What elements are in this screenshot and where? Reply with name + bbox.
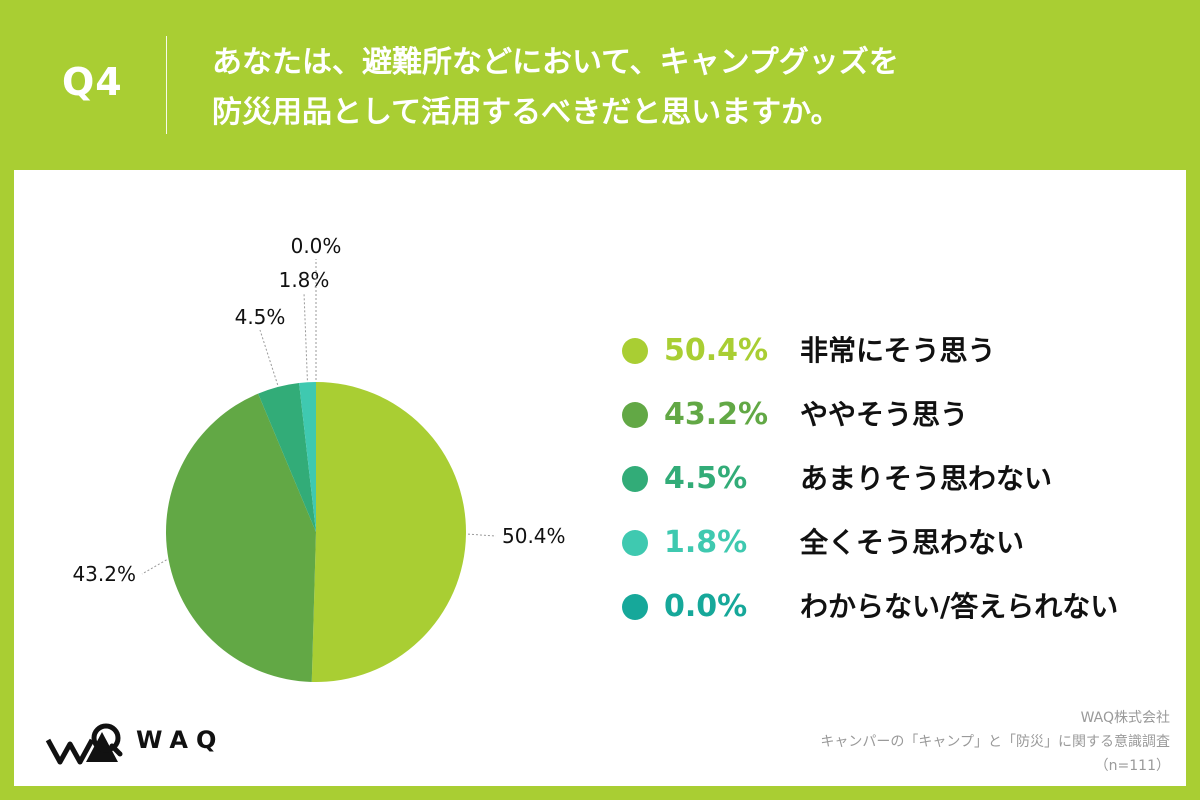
legend-item-somewhat: 43.2% ややそう思う (622, 396, 1182, 460)
legend-swatch-dont-know (622, 594, 648, 620)
waq-logo-mark-icon (45, 723, 123, 765)
data-label-not-at-all: 1.8% (279, 268, 330, 292)
data-label-somewhat: 43.2% (72, 562, 136, 586)
pie-chart: 50.4% 43.2% 4.5% 1.8% 0.0% (72, 234, 566, 682)
leader-line-not-really (259, 329, 279, 386)
legend-swatch-very-much (622, 338, 648, 364)
pie-slice-not-really (258, 382, 316, 532)
legend-item-very-much: 50.4% 非常にそう思う (622, 332, 1182, 396)
legend-value-somewhat: 43.2% (664, 397, 769, 432)
leader-line-not-at-all (303, 292, 308, 381)
data-label-dont-know: 0.0% (291, 234, 342, 258)
legend-swatch-not-really (622, 466, 648, 492)
question-text: あなたは、避難所などにおいて、キャンプグッズを 防災用品として活用するべきだと思… (212, 38, 1172, 138)
legend-value-not-really: 4.5% (664, 461, 748, 496)
legend-item-not-at-all: 1.8% 全くそう思わない (622, 524, 1182, 588)
header-divider (166, 36, 167, 134)
legend-value-not-at-all: 1.8% (664, 525, 748, 560)
legend-item-dont-know: 0.0% わからない/答えられない (622, 588, 1182, 652)
question-number: Q4 (62, 60, 123, 104)
question-line-2: 防災用品として活用するべきだと思いますか。 (212, 95, 841, 130)
legend-value-dont-know: 0.0% (664, 589, 748, 624)
legend-swatch-somewhat (622, 402, 648, 428)
chart-panel: 50.4% 43.2% 4.5% 1.8% 0.0% 50.4% 非常にそう思う 43.… (14, 170, 1186, 786)
question-line-1: あなたは、避難所などにおいて、キャンプグッズを (212, 45, 899, 80)
legend-label-dont-know: わからない/答えられない (800, 590, 1119, 623)
waq-logo-text: WAQ (136, 726, 225, 754)
waq-logo: WAQ (44, 718, 244, 768)
pie-slice-somewhat (165, 393, 316, 682)
footer-source: WAQ株式会社 キャンパーの「キャンプ」と「防災」に関する意識調査 （n=111… (820, 706, 1170, 778)
legend-item-not-really: 4.5% あまりそう思わない (622, 460, 1182, 524)
header: Q4 あなたは、避難所などにおいて、キャンプグッズを 防災用品として活用するべき… (0, 0, 1200, 170)
leader-line-somewhat (141, 559, 167, 575)
footer-company: WAQ株式会社 (1080, 710, 1170, 726)
pie-slice-not-at-all (299, 382, 316, 532)
pie-slice-very-much (311, 382, 466, 682)
legend-label-very-much: 非常にそう思う (800, 334, 996, 367)
legend-value-very-much: 50.4% (664, 333, 769, 368)
legend-label-not-at-all: 全くそう思わない (800, 526, 1025, 559)
legend: 50.4% 非常にそう思う 43.2% ややそう思う 4.5% あまりそう思わな… (622, 332, 1182, 652)
footer-sample-size: （n=111） (1094, 758, 1170, 774)
legend-swatch-not-at-all (622, 530, 648, 556)
legend-label-not-really: あまりそう思わない (800, 462, 1053, 495)
leader-line-very-much (467, 533, 497, 537)
footer-survey-title: キャンパーの「キャンプ」と「防災」に関する意識調査 (820, 734, 1170, 750)
data-label-not-really: 4.5% (235, 305, 286, 329)
legend-label-somewhat: ややそう思う (800, 398, 969, 431)
data-label-very-much: 50.4% (502, 524, 566, 548)
